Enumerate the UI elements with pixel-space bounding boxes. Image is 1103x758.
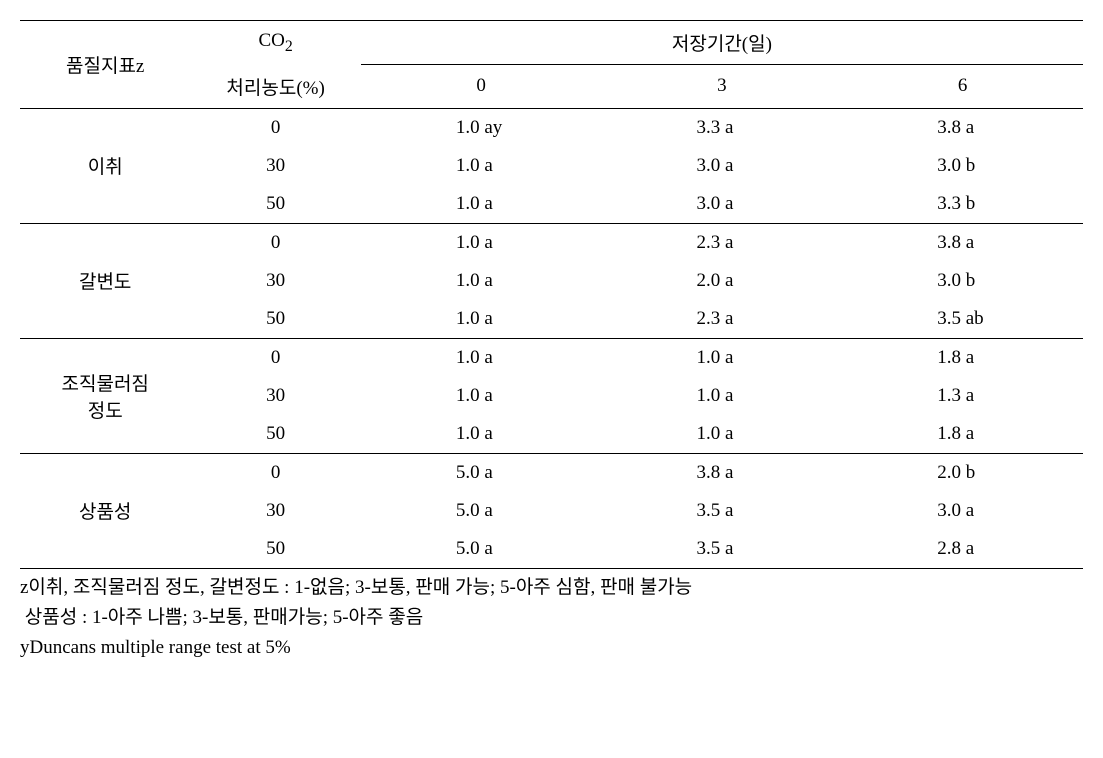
- header-co2-line2: 처리농도(%): [190, 65, 360, 109]
- cell-d3: 3.0 a: [602, 185, 843, 224]
- cell-d6: 3.8 a: [842, 223, 1083, 262]
- cell-d0: 5.0 a: [361, 530, 602, 569]
- cell-co2: 0: [190, 108, 360, 147]
- header-storage-period: 저장기간(일): [361, 21, 1083, 65]
- cell-co2: 50: [190, 415, 360, 454]
- cell-d3: 1.0 a: [602, 377, 843, 415]
- cell-d3: 2.0 a: [602, 262, 843, 300]
- header-day6: 6: [842, 65, 1083, 109]
- cell-d3: 1.0 a: [602, 415, 843, 454]
- cell-d6: 3.3 b: [842, 185, 1083, 224]
- cell-d0: 1.0 a: [361, 185, 602, 224]
- header-day0: 0: [361, 65, 602, 109]
- cell-d6: 3.0 b: [842, 147, 1083, 185]
- cell-d0: 1.0 a: [361, 415, 602, 454]
- cell-d0: 5.0 a: [361, 453, 602, 492]
- cell-d0: 1.0 a: [361, 262, 602, 300]
- cell-d3: 2.3 a: [602, 300, 843, 339]
- cell-d6: 2.0 b: [842, 453, 1083, 492]
- cell-d0: 1.0 a: [361, 338, 602, 377]
- cell-co2: 30: [190, 262, 360, 300]
- cell-d3: 2.3 a: [602, 223, 843, 262]
- cell-d0: 1.0 ay: [361, 108, 602, 147]
- cell-d6: 3.8 a: [842, 108, 1083, 147]
- cell-d0: 1.0 a: [361, 147, 602, 185]
- cell-d6: 2.8 a: [842, 530, 1083, 569]
- footnote-z: z이취, 조직물러짐 정도, 갈변정도 : 1-없음; 3-보통, 판매 가능;…: [20, 573, 1083, 603]
- cell-d3: 3.3 a: [602, 108, 843, 147]
- cell-co2: 50: [190, 185, 360, 224]
- cell-co2: 30: [190, 492, 360, 530]
- cell-co2: 0: [190, 338, 360, 377]
- co2-subscript: 2: [285, 38, 293, 55]
- data-table: 품질지표z CO2 저장기간(일) 처리농도(%) 0 3 6 이취 0 1.0…: [20, 20, 1083, 569]
- cell-d3: 3.5 a: [602, 492, 843, 530]
- cell-d6: 1.8 a: [842, 338, 1083, 377]
- cell-co2: 50: [190, 300, 360, 339]
- group-label: 갈변도: [20, 223, 190, 338]
- cell-d0: 1.0 a: [361, 223, 602, 262]
- footnote-y: yDuncans multiple range test at 5%: [20, 633, 1083, 663]
- group-label-line1: 조직물러짐: [62, 374, 149, 395]
- cell-d6: 1.8 a: [842, 415, 1083, 454]
- cell-co2: 0: [190, 453, 360, 492]
- group-label: 상품성: [20, 453, 190, 568]
- group-label: 조직물러짐 정도: [20, 338, 190, 453]
- cell-d0: 1.0 a: [361, 377, 602, 415]
- co2-text: CO: [258, 30, 284, 51]
- cell-d3: 3.8 a: [602, 453, 843, 492]
- header-co2-line1: CO2: [190, 21, 360, 65]
- group-label: 이취: [20, 108, 190, 223]
- cell-co2: 50: [190, 530, 360, 569]
- cell-co2: 30: [190, 147, 360, 185]
- header-quality-indicator: 품질지표z: [20, 21, 190, 109]
- footnote-marketability: 상품성 : 1-아주 나쁨; 3-보통, 판매가능; 5-아주 좋음: [20, 603, 1083, 633]
- cell-d3: 3.0 a: [602, 147, 843, 185]
- cell-d3: 3.5 a: [602, 530, 843, 569]
- header-day3: 3: [602, 65, 843, 109]
- cell-d6: 3.0 b: [842, 262, 1083, 300]
- cell-d6: 1.3 a: [842, 377, 1083, 415]
- footnotes: z이취, 조직물러짐 정도, 갈변정도 : 1-없음; 3-보통, 판매 가능;…: [20, 573, 1083, 664]
- cell-d6: 3.5 ab: [842, 300, 1083, 339]
- cell-d6: 3.0 a: [842, 492, 1083, 530]
- cell-d3: 1.0 a: [602, 338, 843, 377]
- cell-co2: 30: [190, 377, 360, 415]
- group-label-line2: 정도: [88, 401, 123, 422]
- cell-d0: 1.0 a: [361, 300, 602, 339]
- cell-d0: 5.0 a: [361, 492, 602, 530]
- cell-co2: 0: [190, 223, 360, 262]
